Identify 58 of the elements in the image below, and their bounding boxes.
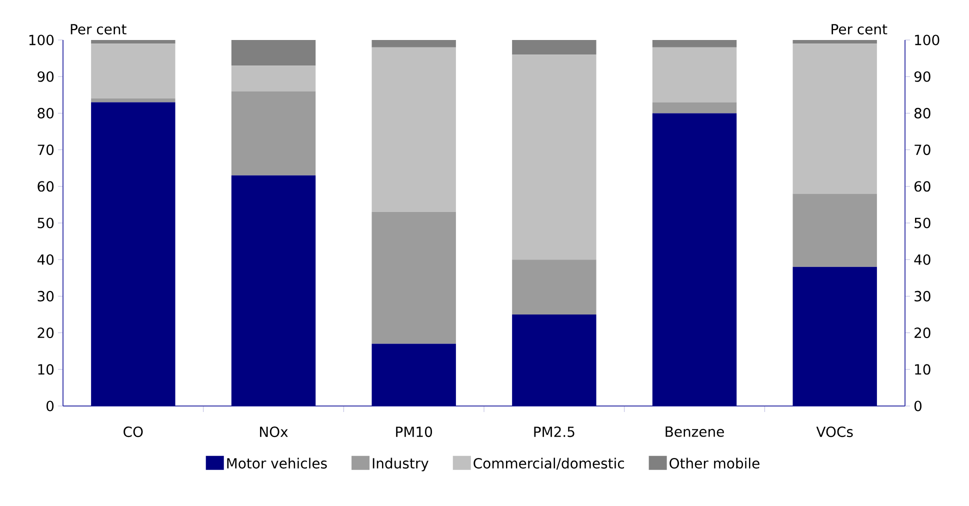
y-tick-label: 90 [914,71,930,82]
x-tick-label: PM2.5 [534,426,574,438]
y2-tick-label: 90 [38,71,54,82]
text: Per cent [70,24,126,34]
y2-tick-label: 30 [38,290,54,302]
y2-tick-label: 0 [46,400,54,412]
y-tick-label: 100 [915,34,940,46]
x-tick-label: PM10 [396,426,432,438]
bar [231,66,316,92]
y-tick-label: 20 [914,328,930,338]
bar [652,113,737,406]
legend-label: Industry [372,458,428,472]
bar [652,47,737,102]
bar [512,40,596,55]
bar [792,194,877,267]
y2-tick-label: 50 [38,218,54,228]
bar [91,98,176,102]
bar [231,40,316,66]
y2-tick-label: 60 [38,181,54,192]
bar [231,91,316,176]
legend-label: Other mobile [670,458,760,469]
y-tick-label: 40 [914,254,930,265]
bar [91,40,176,44]
y2-tick-label: 100 [29,34,54,46]
y2-tick-label: 40 [37,254,54,265]
bar [91,44,176,99]
y2-tick-label: 80 [38,108,54,118]
bar [372,47,456,212]
x-tick-label: Benzene [666,426,724,437]
y2-tick-label: 10 [38,364,54,375]
y-tick-label: 30 [914,290,930,302]
y-tick-label: 0 [914,400,922,412]
bar [792,44,877,194]
x-tick-label: NOx [260,426,288,438]
bar [372,212,456,344]
bar [231,175,316,406]
y-tick-label: 80 [914,108,930,118]
y-tick-label: 70 [914,144,930,156]
bar [652,102,737,114]
bar [91,102,176,406]
y-tick-label: 50 [914,218,930,228]
bar [652,40,737,48]
bar [512,260,596,314]
bar [792,266,877,406]
x-tick-label: VOCs [816,426,853,438]
legend-label: Commercial/domestic [474,458,624,470]
bar [512,54,596,260]
bar [792,40,877,44]
bar [372,40,456,48]
legend-label: Motor vehicles [227,458,327,469]
text: Per cent [832,24,888,34]
bar [512,314,596,406]
y2-tick-label: 70 [38,144,54,156]
y-tick-label: 10 [915,364,930,375]
y2-tick-label: 20 [38,328,54,338]
x-tick-label: CO [124,426,143,438]
bar [372,344,456,406]
y-tick-label: 60 [914,181,930,192]
